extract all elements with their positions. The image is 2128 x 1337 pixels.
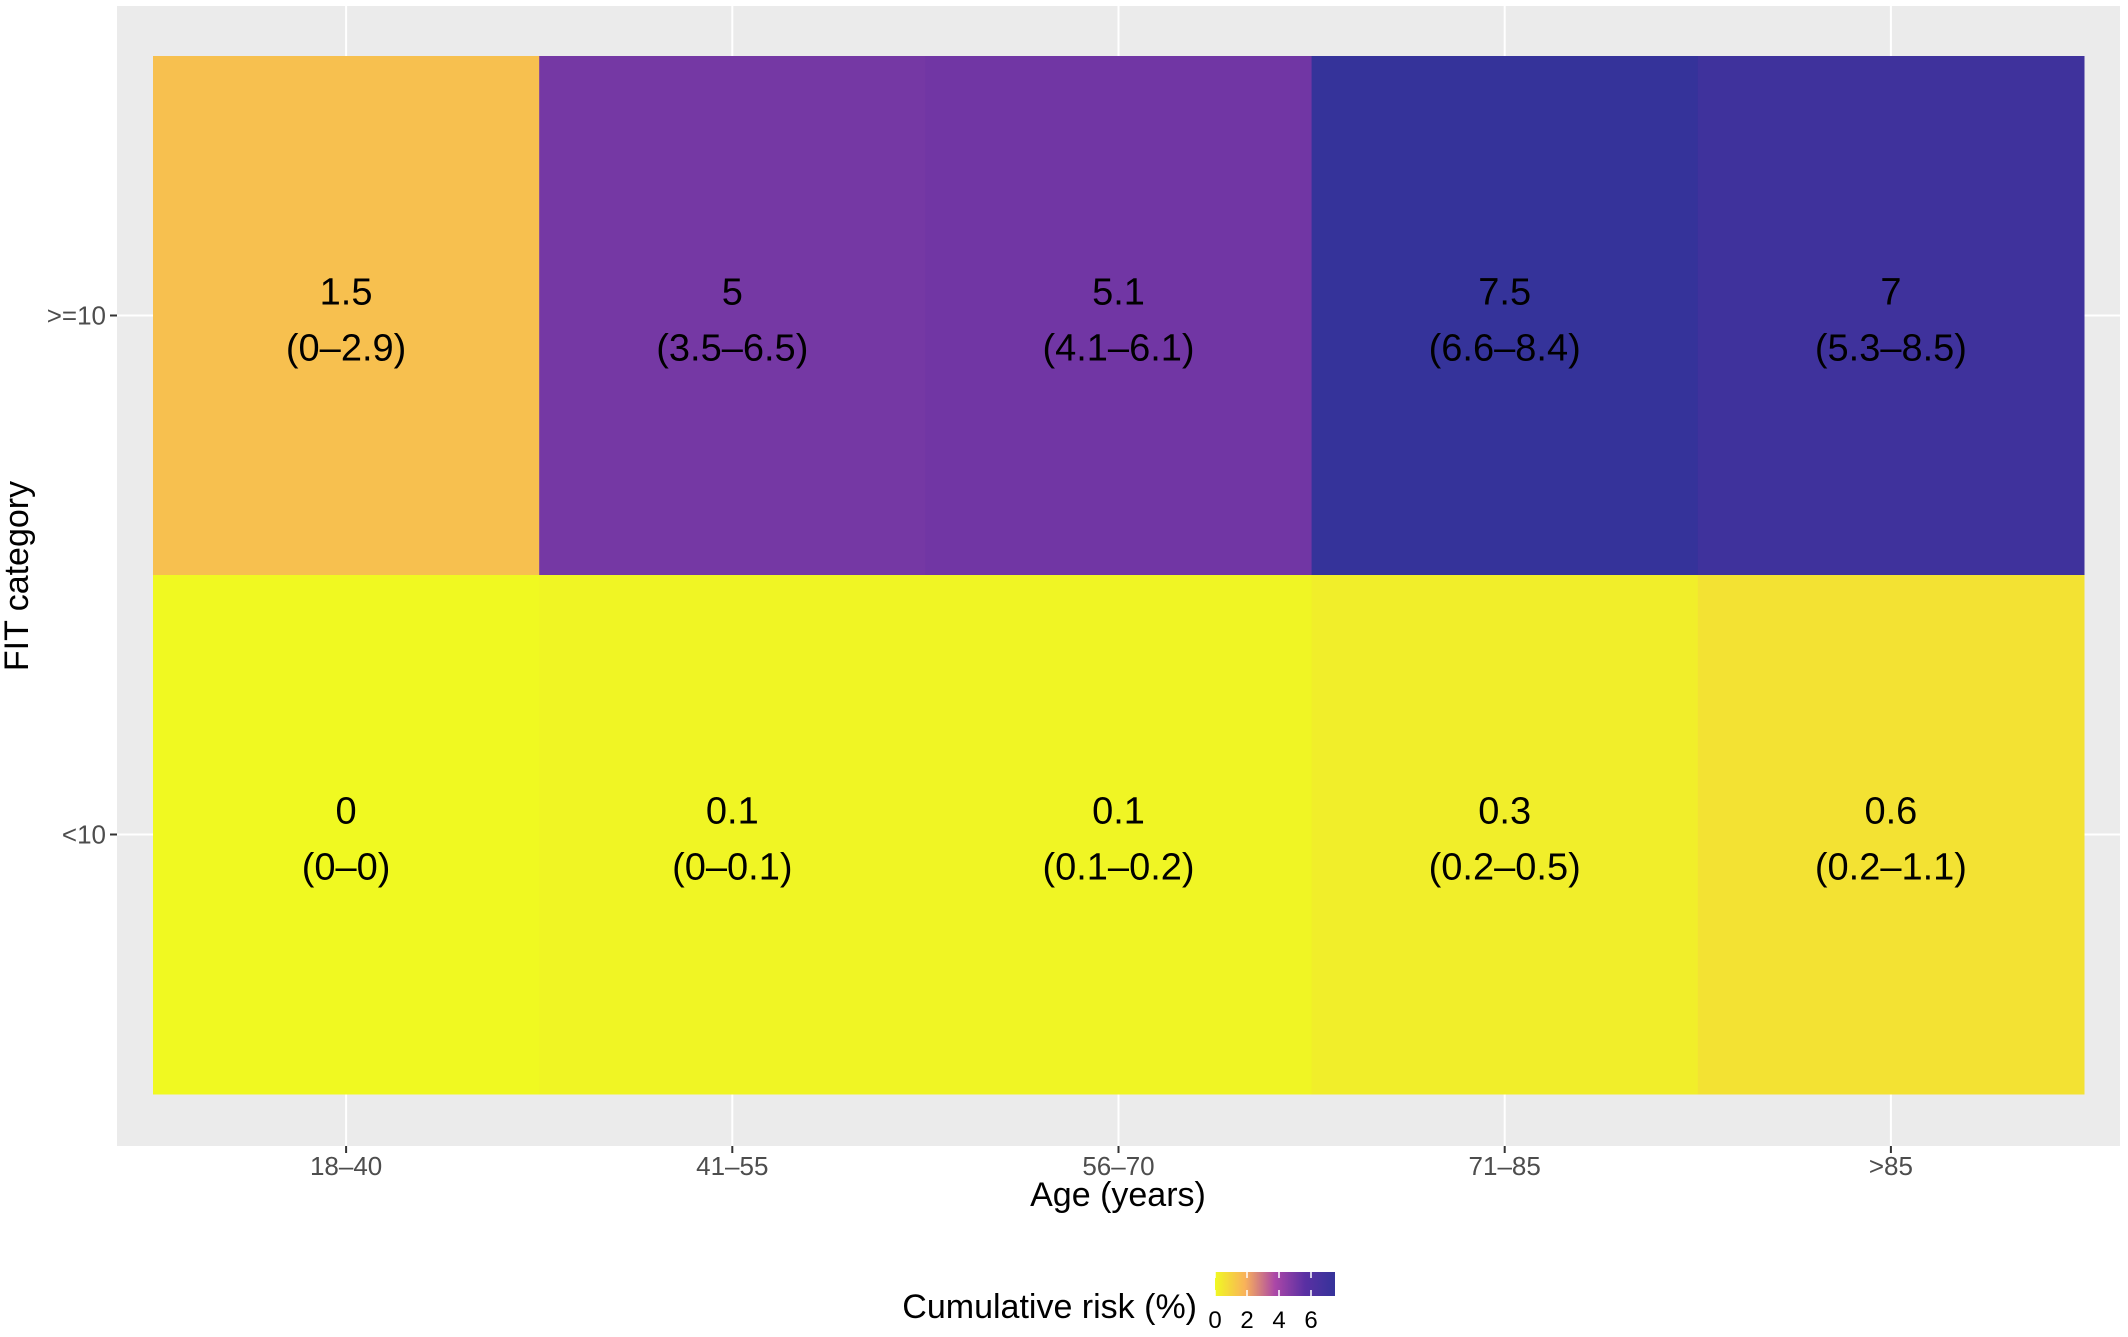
x-axis-ticks: 18–40 41–55 56–70 71–85 >85: [310, 1146, 1913, 1181]
x-tick-label: 18–40: [310, 1151, 382, 1181]
cell-ci-label: (3.5–6.5): [656, 328, 808, 370]
cell-ci-label: (0.1–0.2): [1042, 847, 1194, 889]
x-tick-label: 56–70: [1082, 1151, 1154, 1181]
cell-ci-label: (4.1–6.1): [1042, 328, 1194, 370]
legend-tick-label: 6: [1304, 1307, 1317, 1334]
legend-colorbar: [1215, 1272, 1335, 1296]
y-axis-title: FIT category: [0, 481, 36, 671]
cell-ci-label: (0–0): [302, 847, 391, 889]
heatmap-cell: [153, 575, 540, 1095]
heatmap-cell: [539, 56, 926, 576]
heatmap-cells: [153, 56, 2085, 1095]
cell-ci-label: (0.2–0.5): [1429, 847, 1581, 889]
cell-ci-label: (6.6–8.4): [1429, 328, 1581, 370]
cell-value-label: 0.3: [1478, 791, 1531, 833]
y-tick-label: >=10: [47, 301, 106, 331]
cell-value-label: 7.5: [1478, 272, 1531, 314]
y-axis-ticks: >=10 <10: [47, 301, 117, 850]
cell-value-label: 5: [722, 272, 743, 314]
cell-ci-label: (0.2–1.1): [1815, 847, 1967, 889]
heatmap-cell: [539, 575, 926, 1095]
heatmap-cell: [153, 56, 540, 576]
cell-ci-label: (0–0.1): [672, 847, 792, 889]
cell-value-label: 0.6: [1864, 791, 1917, 833]
cell-ci-label: (0–2.9): [286, 328, 406, 370]
heatmap-cell: [925, 575, 1313, 1095]
heatmap-cell: [1311, 56, 1699, 576]
x-tick-label: 71–85: [1469, 1151, 1541, 1181]
heatmap-cell: [1697, 575, 2085, 1095]
y-tick-label: <10: [62, 820, 106, 850]
cell-value-label: 0: [336, 791, 357, 833]
x-tick-label: 41–55: [696, 1151, 768, 1181]
cell-value-label: 7: [1880, 272, 1901, 314]
cell-labels: 1.5 (0–2.9) 5 (3.5–6.5) 5.1 (4.1–6.1) 7.5 (6.6–…: [286, 272, 1967, 889]
heatmap-cell: [925, 56, 1313, 576]
legend-tick-label: 0: [1208, 1307, 1221, 1334]
legend-tick-label: 4: [1272, 1307, 1285, 1334]
legend-tick-label: 2: [1240, 1307, 1253, 1334]
cell-value-label: 0.1: [1092, 791, 1145, 833]
cell-value-label: 5.1: [1092, 272, 1145, 314]
heatmap-cell: [1311, 575, 1699, 1095]
heatmap-cell: [1697, 56, 2085, 576]
legend-title: Cumulative risk (%): [902, 1288, 1197, 1326]
cell-value-label: 0.1: [706, 791, 759, 833]
cell-ci-label: (5.3–8.5): [1815, 328, 1967, 370]
cell-value-label: 1.5: [320, 272, 373, 314]
x-axis-title: Age (years): [1030, 1176, 1206, 1214]
x-tick-label: >85: [1869, 1151, 1913, 1181]
